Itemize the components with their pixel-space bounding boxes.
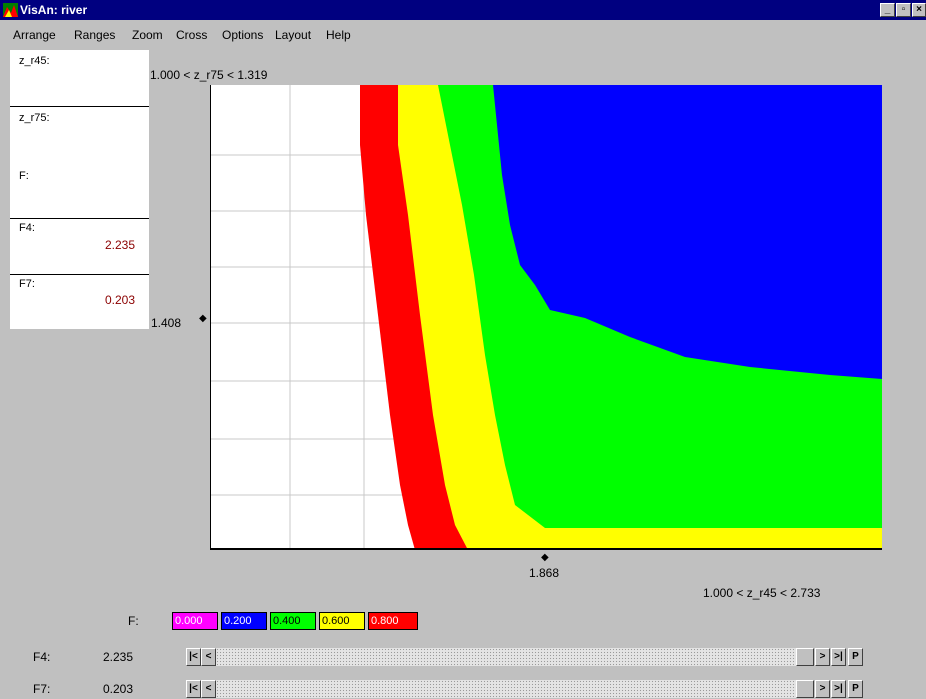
menu-ranges[interactable]: Ranges: [74, 28, 116, 42]
y-range-label: 1.000 < z_r75 < 1.319: [150, 68, 268, 82]
slider-f4-label: F4:: [33, 650, 51, 664]
last-button[interactable]: >|: [831, 648, 846, 666]
slider-f7-value: 0.203: [103, 682, 134, 696]
restore-button[interactable]: ▫: [896, 3, 911, 17]
menu-arrange[interactable]: Arrange: [13, 28, 56, 42]
title-bar: VisAn: river _ ▫ ×: [0, 0, 926, 20]
slider-f4-value: 2.235: [103, 650, 134, 664]
slider-track[interactable]: [216, 648, 810, 666]
prev-button[interactable]: <: [201, 648, 216, 666]
slider-f7-label: F7:: [33, 682, 51, 696]
x-cross-value: 1.868: [529, 566, 560, 580]
x-range-label: 1.000 < z_r45 < 2.733: [703, 586, 821, 600]
f-label: F:: [19, 170, 29, 182]
menu-help[interactable]: Help: [326, 28, 351, 42]
legend-label: F:: [128, 614, 139, 628]
divider: [10, 274, 149, 275]
slider-f4[interactable]: |< < > >| P: [186, 648, 878, 666]
band-blue: [493, 85, 882, 379]
divider: [10, 218, 149, 219]
slider-thumb[interactable]: [796, 648, 814, 666]
slider-track[interactable]: [216, 680, 810, 698]
window-title: VisAn: river: [20, 3, 88, 17]
legend-item-1[interactable]: 0.200: [221, 612, 267, 630]
menu-options[interactable]: Options: [222, 28, 264, 42]
y-cross-marker-icon[interactable]: ◆: [199, 313, 207, 324]
minimize-button[interactable]: _: [880, 3, 895, 17]
slider-thumb[interactable]: [796, 680, 814, 698]
next-button[interactable]: >: [815, 680, 830, 698]
p-button[interactable]: P: [848, 648, 863, 666]
legend-item-3[interactable]: 0.600: [319, 612, 365, 630]
close-button[interactable]: ×: [912, 3, 926, 17]
z-r75-label: z_r75:: [19, 112, 50, 124]
slider-f7[interactable]: |< < > >| P: [186, 680, 878, 698]
menu-bar: Arrange Ranges Zoom Cross Options Layout…: [0, 28, 926, 46]
app-icon: [3, 3, 18, 17]
divider: [10, 106, 149, 107]
menu-cross[interactable]: Cross: [176, 28, 208, 42]
f7-value: 0.203: [104, 293, 135, 307]
contour-plot[interactable]: [210, 85, 882, 550]
y-cross-value: 1.408: [151, 316, 182, 330]
first-button[interactable]: |<: [186, 680, 201, 698]
last-button[interactable]: >|: [831, 680, 846, 698]
legend-item-2[interactable]: 0.400: [270, 612, 316, 630]
x-cross-marker-icon[interactable]: ◆: [541, 552, 549, 563]
prev-button[interactable]: <: [201, 680, 216, 698]
legend-item-0[interactable]: 0.000: [172, 612, 218, 630]
menu-layout[interactable]: Layout: [275, 28, 312, 42]
p-button[interactable]: P: [848, 680, 863, 698]
next-button[interactable]: >: [815, 648, 830, 666]
menu-zoom[interactable]: Zoom: [132, 28, 163, 42]
f4-value: 2.235: [104, 238, 135, 252]
f4-label: F4:: [19, 222, 35, 234]
first-button[interactable]: |<: [186, 648, 201, 666]
legend-item-4[interactable]: 0.800: [368, 612, 418, 630]
f7-label: F7:: [19, 278, 35, 290]
z-r45-label: z_r45:: [19, 55, 50, 67]
variables-panel: z_r45: z_r75: F: F4: 2.235 F7: 0.203: [10, 50, 149, 329]
